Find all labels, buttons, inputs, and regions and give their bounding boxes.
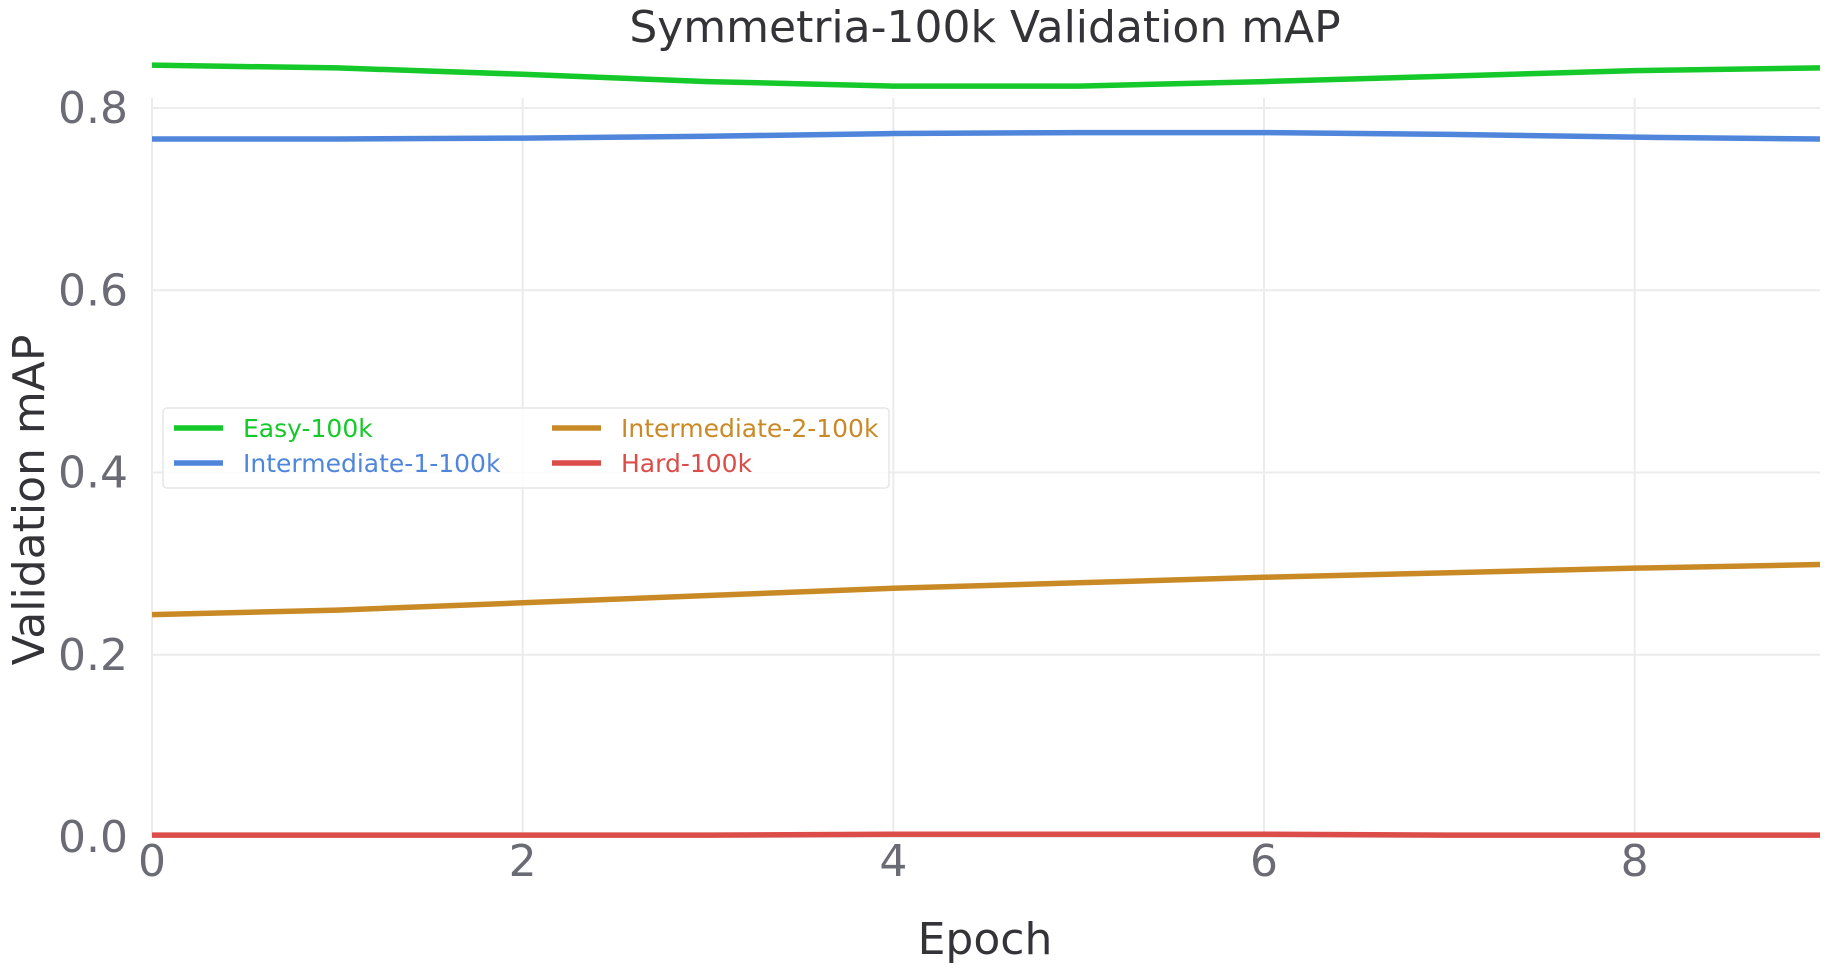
x-tick-labels: 0 2 4 6 8 [138,836,1649,887]
legend-label-easy-100k: Easy-100k [243,414,373,443]
x-tick-label: 8 [1621,836,1649,887]
y-tick-label: 0.2 [58,630,128,681]
y-tick-label: 0.0 [58,812,128,863]
x-axis-label: Epoch [918,914,1053,965]
y-tick-labels: 0.0 0.2 0.4 0.6 0.8 [58,83,128,863]
series-lines [151,62,1821,838]
y-axis-label: Validation mAP [4,335,55,666]
legend: Easy-100k Intermediate-1-100k Intermediate… [162,407,890,489]
series-line-hard-100k [152,831,1820,838]
x-tick-label: 0 [138,836,166,887]
legend-label-intermediate-1-100k: Intermediate-1-100k [243,449,501,478]
legend-frame [162,407,890,489]
chart-title: Symmetria-100k Validation mAP [629,2,1340,53]
x-tick-label: 6 [1250,836,1278,887]
x-tick-label: 2 [509,836,537,887]
y-tick-label: 0.8 [58,83,128,134]
series-line-intermediate-1-100k [152,129,1821,142]
series-line-easy-100k [151,62,1821,89]
legend-label-hard-100k: Hard-100k [621,449,753,478]
legend-label-intermediate-2-100k: Intermediate-2-100k [621,414,879,443]
y-tick-label: 0.4 [58,448,128,499]
x-tick-label: 4 [879,836,907,887]
series-line-intermediate-2-100k [151,561,1821,618]
y-tick-label: 0.6 [58,265,128,316]
